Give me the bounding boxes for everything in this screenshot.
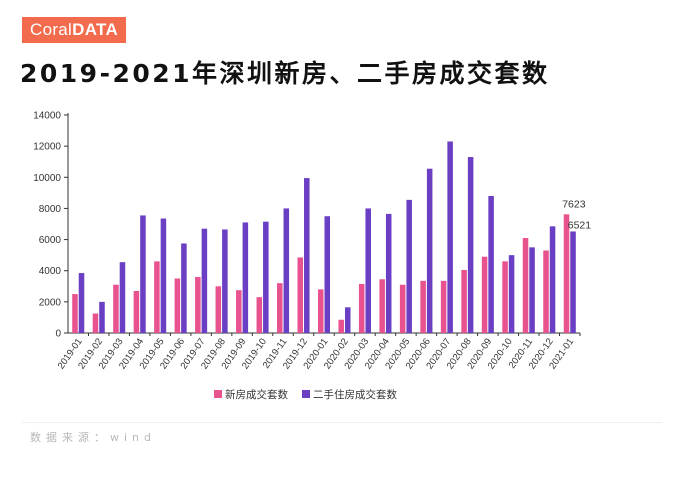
y-tick-label: 4000 [39,266,62,277]
bar-second-hand [99,301,105,333]
bar-new-home [461,269,467,333]
bar-new-home [317,289,324,333]
bar-new-home [195,276,201,333]
bar-new-home [72,294,78,333]
bar-new-home [481,256,488,333]
bar-second-hand [324,216,331,333]
bar-new-home [113,284,119,333]
bar-new-home [236,290,242,333]
bar-second-hand [242,222,249,333]
bar-second-hand [385,213,392,333]
bar-second-hand [570,231,576,333]
y-tick-label: 12000 [33,142,61,153]
bar-second-hand [344,307,351,333]
bar-second-hand [406,199,412,333]
source-divider [22,422,662,423]
bar-second-hand [119,262,126,333]
bar-second-hand [201,228,208,333]
bar-new-home [256,297,263,333]
bar-new-home [399,284,406,333]
bar-second-hand [222,229,228,333]
brand-logo-part1: Coral [30,20,73,39]
bar-second-hand [181,243,187,333]
bar-new-home [174,278,181,333]
bar-second-hand [426,168,433,333]
y-tick-label: 0 [55,329,61,340]
bar-new-home [338,319,344,333]
legend-swatch [302,390,310,398]
bar-new-home [133,290,140,333]
bar-second-hand [140,215,146,333]
bar-second-hand [365,208,371,333]
legend-swatch [214,390,222,398]
bar-new-home [522,238,529,333]
brand-logo-part2: DATA [72,20,119,39]
bar-second-hand [78,273,85,333]
bar-second-hand [529,247,535,333]
y-tick-label: 8000 [39,204,62,215]
bar-new-home [440,280,447,333]
bar-new-home [563,214,570,333]
brand-logo: Coral DATA [22,17,127,43]
y-tick-label: 14000 [33,111,61,122]
bar-second-hand [160,218,167,333]
bar-new-home [420,280,426,333]
source-note: 数据来源：wind [30,431,157,444]
bar-second-hand [508,255,515,333]
bar-new-home [277,283,283,333]
bar-second-hand [304,178,310,333]
y-tick-label: 6000 [39,235,62,246]
bar-new-home [297,257,304,333]
bar-new-home [358,283,365,333]
legend-label: 新房成交套数 [225,388,288,401]
y-tick-label: 2000 [39,297,62,308]
bar-new-home [154,261,160,333]
bar-second-hand [283,208,290,333]
bar-new-home [543,250,549,333]
data-label: 6521 [568,219,592,231]
bar-second-hand [263,221,269,333]
bar-second-hand [467,157,474,333]
legend-label: 二手住房成交套数 [313,388,397,401]
bar-new-home [92,313,99,333]
bar-new-home [502,261,508,333]
bar-new-home [379,279,385,333]
bar-second-hand [549,226,556,333]
page-title: 2019-2021年深圳新房、二手房成交套数 [20,59,550,88]
data-label: 7623 [562,198,586,210]
bar-second-hand [488,195,494,333]
bar-second-hand [447,141,453,333]
bar-new-home [215,286,222,333]
y-tick-label: 10000 [33,173,61,184]
